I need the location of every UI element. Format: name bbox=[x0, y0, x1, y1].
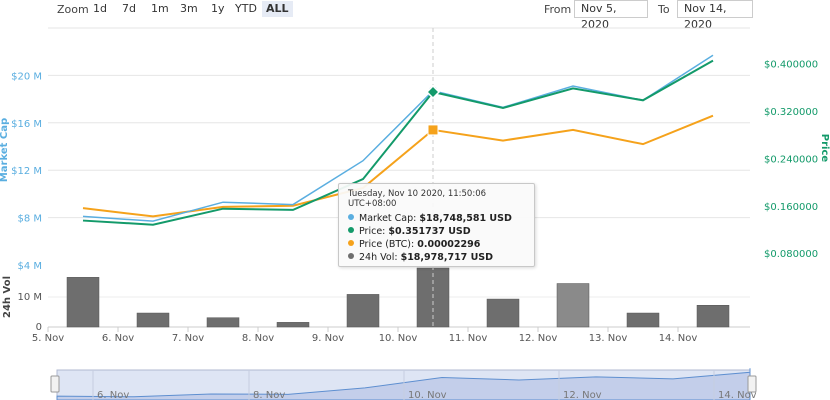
chart-tooltip: Tuesday, Nov 10 2020, 11:50:06 UTC+08:00… bbox=[338, 183, 535, 267]
tooltip-price: Price: $0.351737 USD bbox=[348, 225, 534, 238]
navigator-tick-label: 14. Nov bbox=[718, 390, 757, 400]
navigator-tick-label: 8. Nov bbox=[253, 390, 285, 400]
zoom-label: Zoom bbox=[57, 3, 89, 16]
market-cap-tick-label: $12 M bbox=[11, 166, 42, 177]
market-cap-axis-title: Market Cap bbox=[0, 118, 10, 182]
x-tick-label: 11. Nov bbox=[449, 333, 488, 344]
tooltip-price-value: $0.351737 USD bbox=[388, 226, 471, 237]
tooltip-price-btc-value: 0.00002296 bbox=[417, 239, 481, 250]
navigator-tick-label: 10. Nov bbox=[408, 390, 447, 400]
price-axis-title: Price bbox=[819, 134, 830, 163]
zoom-all-button[interactable]: ALL bbox=[262, 1, 293, 17]
to-label: To bbox=[658, 3, 670, 16]
tooltip-price-btc: Price (BTC): 0.00002296 bbox=[348, 238, 534, 251]
price-tick-label: $0.320000 bbox=[764, 107, 818, 118]
volume-bar bbox=[626, 312, 660, 328]
tooltip-header: Tuesday, Nov 10 2020, 11:50:06 UTC+08:00 bbox=[348, 189, 487, 209]
market-cap-tick-label: $20 M bbox=[11, 71, 42, 82]
from-label: From bbox=[544, 3, 572, 16]
x-tick-label: 7. Nov bbox=[172, 333, 204, 344]
volume-bar bbox=[486, 298, 520, 328]
volume-bar bbox=[136, 312, 170, 328]
market-cap-series-line bbox=[82, 54, 714, 222]
navigator-tick-label: 12. Nov bbox=[563, 390, 602, 400]
tooltip-volume-label: 24h Vol: bbox=[359, 252, 398, 263]
navigator-tick-label: 6. Nov bbox=[97, 390, 129, 400]
tooltip-market-cap-value: $18,748,581 USD bbox=[419, 213, 512, 224]
volume-bar bbox=[346, 294, 380, 328]
volume-tick-label: 0 bbox=[36, 322, 42, 333]
tooltip-market-cap: Market Cap: $18,748,581 USD bbox=[348, 212, 534, 225]
price-btc-dot-icon bbox=[348, 240, 354, 246]
tooltip-price-label: Price: bbox=[359, 226, 386, 237]
x-tick-label: 5. Nov bbox=[32, 333, 64, 344]
tooltip-volume-value: $18,978,717 USD bbox=[400, 252, 494, 263]
volume-tick-label: $4 M bbox=[17, 261, 42, 272]
price-tick-label: $0.240000 bbox=[764, 154, 818, 165]
price-series-line bbox=[82, 59, 714, 226]
zoom-ytd-button[interactable]: YTD bbox=[235, 2, 257, 15]
market-cap-tick-label: $16 M bbox=[11, 119, 42, 130]
price-hover-point bbox=[425, 84, 441, 100]
volume-bar bbox=[696, 305, 730, 328]
tooltip-volume: 24h Vol: $18,978,717 USD bbox=[348, 251, 534, 264]
navigator-right-handle bbox=[747, 375, 757, 393]
x-tick-label: 6. Nov bbox=[102, 333, 134, 344]
volume-bar bbox=[206, 317, 240, 328]
zoom-1d-button[interactable]: 1d bbox=[93, 2, 107, 15]
price-tick-label: $0.400000 bbox=[764, 60, 818, 71]
zoom-1m-button[interactable]: 1m bbox=[151, 2, 169, 15]
volume-tick-label: 10 M bbox=[17, 292, 42, 303]
price-dot-icon bbox=[348, 227, 354, 233]
volume-bar bbox=[66, 277, 100, 328]
volume-axis-title: 24h Vol bbox=[2, 276, 13, 318]
zoom-3m-button[interactable]: 3m bbox=[180, 2, 198, 15]
price-btc-hover-point bbox=[427, 124, 439, 136]
price-tick-label: $0.160000 bbox=[764, 202, 818, 213]
x-tick-label: 10. Nov bbox=[379, 333, 418, 344]
x-tick-label: 13. Nov bbox=[589, 333, 628, 344]
navigator-left-handle bbox=[50, 375, 60, 393]
market-cap-tick-label: $8 M bbox=[17, 214, 42, 225]
volume-bar bbox=[556, 283, 590, 328]
x-tick-label: 8. Nov bbox=[242, 333, 274, 344]
volume-dot-icon bbox=[348, 253, 354, 259]
x-tick-label: 14. Nov bbox=[659, 333, 698, 344]
market-cap-dot-icon bbox=[348, 214, 354, 220]
tooltip-price-btc-label: Price (BTC): bbox=[359, 239, 415, 250]
x-tick-label: 12. Nov bbox=[519, 333, 558, 344]
price-tick-label: $0.080000 bbox=[764, 249, 818, 260]
zoom-1y-button[interactable]: 1y bbox=[211, 2, 225, 15]
x-tick-label: 9. Nov bbox=[312, 333, 344, 344]
tooltip-market-cap-label: Market Cap: bbox=[359, 213, 417, 224]
volume-bar bbox=[276, 322, 310, 328]
zoom-7d-button[interactable]: 7d bbox=[122, 2, 136, 15]
